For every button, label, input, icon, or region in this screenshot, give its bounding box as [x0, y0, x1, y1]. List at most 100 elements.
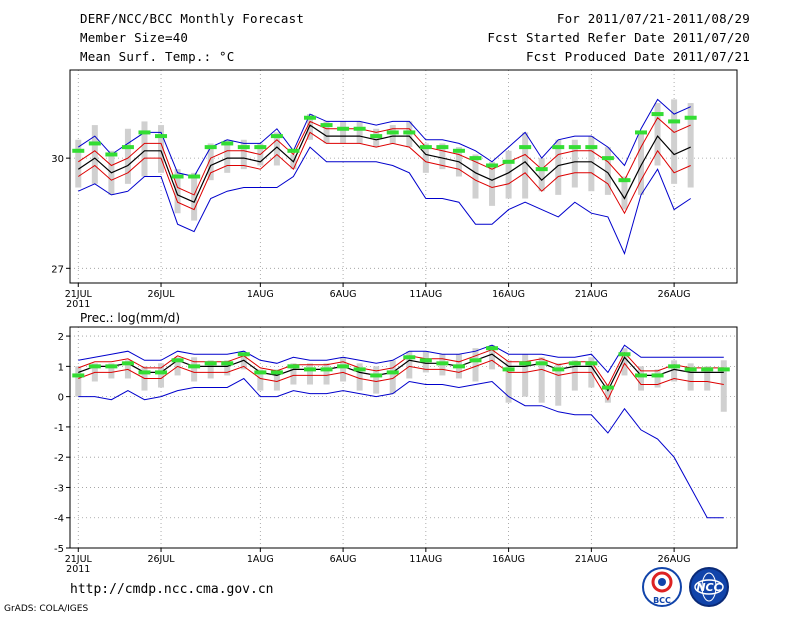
spread-bar	[141, 121, 148, 177]
median-marker	[105, 364, 118, 369]
median-marker	[436, 145, 449, 150]
spread-bar	[604, 147, 611, 195]
svg-text:NCC: NCC	[696, 581, 721, 594]
median-marker	[121, 145, 134, 150]
spread-bar	[356, 121, 363, 144]
spread-bar	[720, 360, 727, 412]
median-marker	[337, 364, 350, 369]
median-marker	[419, 145, 432, 150]
x-tick-label: 11AUG	[409, 289, 442, 300]
x-tick-label: 16AUG	[492, 554, 525, 565]
x-tick-label: 1AUG	[247, 289, 274, 300]
spread-bar	[323, 121, 330, 144]
median-marker	[684, 367, 697, 372]
median-marker	[105, 152, 118, 157]
y-tick-label: -3	[54, 483, 64, 494]
median-marker	[618, 178, 631, 183]
y-tick-label: -2	[54, 453, 64, 464]
x-tick-label: 11AUG	[409, 554, 442, 565]
spread-bar	[240, 139, 247, 170]
spread-bar	[124, 128, 131, 184]
median-marker	[486, 163, 499, 168]
median-marker	[237, 145, 250, 150]
median-marker	[635, 130, 648, 135]
outer-upper-line	[78, 98, 691, 178]
spread-bar	[505, 360, 512, 403]
spread-bar	[389, 360, 396, 394]
spread-bar	[638, 132, 645, 195]
spread-bar	[306, 114, 313, 140]
x-tick-label: 1AUG	[247, 554, 274, 565]
y-tick-label: 30	[51, 154, 64, 165]
x-tick-label: 16AUG	[492, 289, 525, 300]
fcst-start-date: Fcst Started Refer Date 2011/07/20	[487, 30, 750, 45]
spread-bar	[439, 143, 446, 170]
x-tick-label: 26AUG	[658, 554, 691, 565]
spread-bar	[191, 357, 198, 382]
median-marker	[651, 112, 664, 117]
spread-bar	[522, 354, 529, 397]
median-marker	[668, 364, 681, 369]
ensemble-mean-line	[77, 124, 691, 203]
spread-bar	[158, 125, 165, 173]
median-marker	[419, 358, 432, 363]
y-tick-label: 0	[58, 393, 64, 404]
spread-bar	[422, 143, 429, 173]
ncc-logo: NCC	[689, 567, 729, 607]
ensemble-mean-line	[78, 353, 724, 392]
median-marker	[138, 130, 151, 135]
spread-bar	[273, 369, 280, 391]
median-marker	[171, 174, 184, 179]
outer-lower-line	[78, 146, 691, 256]
median-marker	[436, 361, 449, 366]
source-url[interactable]: http://cmdp.ncc.cma.gov.cn	[70, 582, 274, 597]
spread-bar	[323, 363, 330, 385]
spread-bar	[91, 125, 98, 184]
median-marker	[452, 364, 465, 369]
median-marker	[155, 370, 168, 375]
y-tick-label: -4	[54, 514, 64, 525]
outer-lower-line	[78, 377, 724, 519]
plot-frame	[69, 69, 738, 284]
member-size: Member Size=40	[80, 30, 189, 45]
median-marker	[320, 367, 333, 372]
spread-bar	[207, 143, 214, 181]
median-marker	[337, 126, 350, 131]
median-marker	[668, 119, 681, 124]
precip-variable-label: Prec.: log(mm/d)	[80, 311, 180, 325]
median-marker	[72, 148, 85, 153]
plot-frame	[69, 326, 738, 549]
spread-bar	[687, 363, 694, 391]
chart-title: DERF/NCC/BCC Monthly Forecast	[80, 11, 305, 26]
median-marker	[370, 373, 383, 378]
spread-bar	[638, 366, 645, 391]
y-tick-label: -1	[54, 423, 64, 434]
spread-bar	[406, 351, 413, 379]
median-marker	[519, 361, 532, 366]
spread-bar	[340, 121, 347, 144]
inner-lower-line	[78, 131, 691, 215]
spread-bar	[621, 176, 628, 210]
spread-bar	[356, 363, 363, 391]
median-marker	[171, 358, 184, 363]
spread-bar	[489, 345, 496, 370]
spread-bar	[273, 132, 280, 166]
median-marker	[486, 346, 499, 351]
median-marker	[585, 361, 598, 366]
median-marker	[684, 115, 697, 120]
x-tick-label: 21AUG	[575, 289, 608, 300]
spread-bar	[538, 357, 545, 403]
spread-bar	[671, 360, 678, 382]
spread-bar	[704, 366, 711, 391]
median-marker	[469, 156, 482, 161]
median-marker	[121, 361, 134, 366]
spread-bar	[489, 161, 496, 206]
median-marker	[452, 148, 465, 153]
spread-bar	[687, 103, 694, 188]
median-marker	[601, 385, 614, 390]
median-marker	[254, 145, 267, 150]
median-marker	[237, 352, 250, 357]
median-marker	[88, 364, 101, 369]
spread-bar	[191, 172, 198, 221]
median-marker	[221, 361, 234, 366]
